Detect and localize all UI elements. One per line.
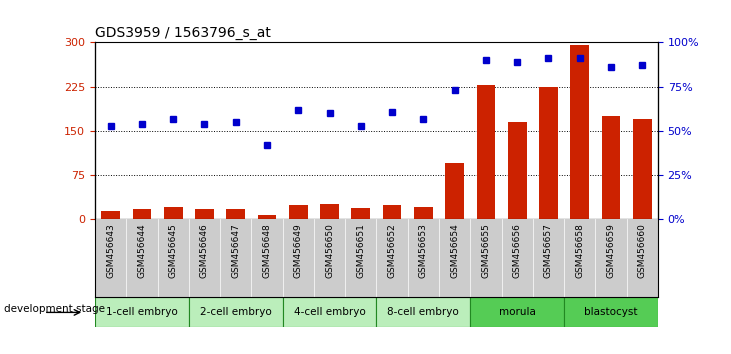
Bar <box>602 116 621 219</box>
Bar <box>164 206 183 219</box>
Text: GSM456647: GSM456647 <box>231 223 240 278</box>
Bar <box>289 205 308 219</box>
Text: 8-cell embryo: 8-cell embryo <box>387 307 459 318</box>
Bar <box>564 297 658 327</box>
Text: development stage: development stage <box>4 304 105 314</box>
Text: GSM456653: GSM456653 <box>419 223 428 278</box>
Text: GSM456656: GSM456656 <box>512 223 522 278</box>
Bar <box>414 207 433 219</box>
Bar <box>102 211 120 219</box>
Text: GSM456652: GSM456652 <box>387 223 397 278</box>
Bar <box>189 297 283 327</box>
Text: GSM456651: GSM456651 <box>356 223 366 278</box>
Bar <box>383 205 401 219</box>
Bar <box>570 45 589 219</box>
Text: GSM456643: GSM456643 <box>106 223 115 278</box>
Text: ■: ■ <box>95 353 107 354</box>
Bar <box>95 297 189 327</box>
Text: GSM456659: GSM456659 <box>607 223 616 278</box>
Text: GSM456660: GSM456660 <box>637 223 647 278</box>
Text: GSM456658: GSM456658 <box>575 223 584 278</box>
Text: GSM456649: GSM456649 <box>294 223 303 278</box>
Bar <box>539 87 558 219</box>
Bar <box>195 209 214 219</box>
Text: blastocyst: blastocyst <box>584 307 637 318</box>
Bar <box>227 209 245 219</box>
Text: GSM456644: GSM456644 <box>137 223 146 278</box>
Bar <box>132 210 151 219</box>
Bar <box>352 208 370 219</box>
Text: GSM456654: GSM456654 <box>450 223 459 278</box>
Bar <box>320 204 339 219</box>
Text: GSM456645: GSM456645 <box>169 223 178 278</box>
Bar <box>445 164 464 219</box>
Text: GSM456655: GSM456655 <box>482 223 491 278</box>
Text: 1-cell embryo: 1-cell embryo <box>106 307 178 318</box>
Bar <box>376 297 470 327</box>
Text: morula: morula <box>499 307 536 318</box>
Bar <box>477 85 496 219</box>
Bar <box>283 297 376 327</box>
Bar <box>257 215 276 219</box>
Text: GDS3959 / 1563796_s_at: GDS3959 / 1563796_s_at <box>95 26 271 40</box>
Text: GSM456646: GSM456646 <box>200 223 209 278</box>
Bar <box>633 119 651 219</box>
Text: GSM456657: GSM456657 <box>544 223 553 278</box>
Text: 4-cell embryo: 4-cell embryo <box>294 307 366 318</box>
Bar <box>470 297 564 327</box>
Text: GSM456648: GSM456648 <box>262 223 271 278</box>
Text: GSM456650: GSM456650 <box>325 223 334 278</box>
Text: 2-cell embryo: 2-cell embryo <box>200 307 272 318</box>
Bar <box>508 122 526 219</box>
